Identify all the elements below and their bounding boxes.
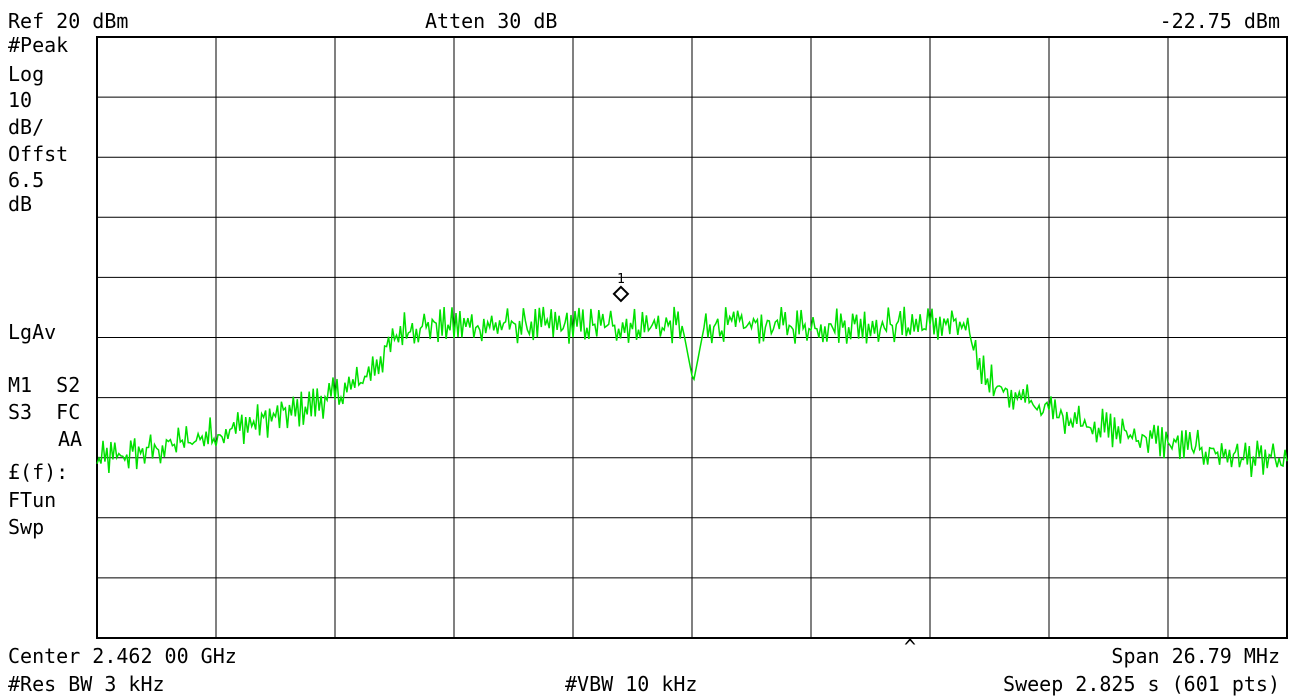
aa-flag: AA bbox=[58, 427, 83, 451]
scale-unit: dB/ bbox=[8, 115, 45, 139]
marker-number: 1 bbox=[617, 272, 625, 287]
s3-fc-flags: S3 FC bbox=[8, 400, 81, 424]
marker-diamond-icon bbox=[612, 285, 630, 303]
resolution-bandwidth: #Res BW 3 kHz bbox=[8, 672, 165, 696]
span-label: Span 26.79 MHz bbox=[1111, 644, 1280, 668]
offset-value: 6.5 bbox=[8, 168, 45, 192]
offset-unit: dB bbox=[8, 192, 33, 216]
reference-level: Ref 20 dBm bbox=[8, 9, 129, 33]
graticule-grid bbox=[97, 37, 1287, 638]
swp-label: Swp bbox=[8, 515, 45, 539]
marker-1: 1 bbox=[612, 272, 630, 303]
scale-value: 10 bbox=[8, 88, 33, 112]
average-mode: LgAv bbox=[8, 320, 57, 344]
attenuation: Atten 30 dB bbox=[425, 9, 558, 33]
ftun-label: FTun bbox=[8, 488, 57, 512]
m1-s2-flags: M1 S2 bbox=[8, 373, 81, 397]
detector-label: #Peak bbox=[8, 33, 69, 57]
scale-type: Log bbox=[8, 62, 45, 86]
ff-label: £(f): bbox=[8, 460, 69, 484]
spectrum-trace bbox=[96, 306, 1288, 477]
center-caret: ^ bbox=[904, 635, 917, 659]
sweep-info: Sweep 2.825 s (601 pts) bbox=[1003, 672, 1280, 696]
video-bandwidth: #VBW 10 kHz bbox=[565, 672, 698, 696]
center-frequency: Center 2.462 00 GHz bbox=[8, 644, 237, 668]
marker-readout: -22.75 dBm bbox=[1159, 9, 1280, 33]
offset-label: Offst bbox=[8, 142, 69, 166]
